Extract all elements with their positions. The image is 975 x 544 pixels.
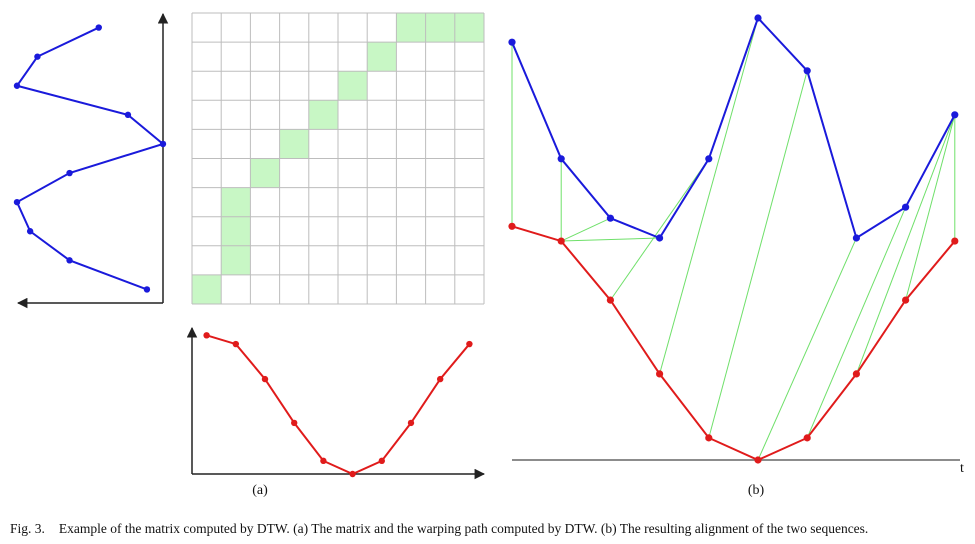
alignment-link xyxy=(806,207,907,439)
warping-path-cell xyxy=(250,158,280,188)
warping-path-cell xyxy=(221,187,251,217)
red-sequence-point xyxy=(261,375,269,383)
red-sequence-point xyxy=(378,457,385,465)
red-sequence-point xyxy=(407,419,415,427)
red-sequence-point xyxy=(951,237,959,245)
subfigure-label-a: (a) xyxy=(252,483,268,498)
alignment-link xyxy=(905,114,956,301)
alignment-link xyxy=(659,17,759,375)
warping-path-cell xyxy=(338,71,368,101)
blue-sequence-line xyxy=(15,26,166,291)
blue-sequence-point xyxy=(13,198,21,206)
blue-sequence-point xyxy=(143,286,151,293)
red-sequence-point xyxy=(203,332,210,339)
red-sequence-line xyxy=(206,334,471,476)
figure-number: Fig. 3. xyxy=(10,521,45,536)
blue-sequence-point xyxy=(705,155,713,163)
blue-sequence-point xyxy=(902,203,910,211)
warping-path-cell xyxy=(221,216,251,246)
red-sequence-point xyxy=(852,370,861,378)
blue-sequence-point xyxy=(606,214,615,222)
warping-path-cell xyxy=(454,13,484,43)
warping-path-cell xyxy=(396,13,426,43)
blue-sequence-point xyxy=(754,14,762,22)
red-sequence-point xyxy=(349,470,356,478)
blue-sequence-point xyxy=(803,67,811,75)
caption-text: Example of the matrix computed by DTW. (… xyxy=(58,521,869,536)
red-sequence-point xyxy=(606,296,615,304)
red-sequence-point xyxy=(291,419,298,427)
blue-sequence-point xyxy=(852,234,861,242)
blue-sequence-point xyxy=(124,111,132,119)
alignment-link xyxy=(757,237,857,461)
blue-sequence-point xyxy=(66,169,73,177)
warping-path-cell xyxy=(221,245,251,275)
red-sequence-point xyxy=(803,434,811,442)
warping-path-cell xyxy=(279,129,309,159)
red-sequence-point xyxy=(656,370,664,378)
blue-sequence-point xyxy=(508,38,516,46)
alignment-link xyxy=(560,217,611,242)
red-sequence-line xyxy=(511,225,956,462)
red-sequence-point xyxy=(754,456,762,464)
red-sequence-point xyxy=(705,434,713,442)
red-sequence-point xyxy=(232,340,239,348)
red-sequence-point xyxy=(557,237,565,245)
blue-sequence-point xyxy=(34,53,41,60)
warping-path-cell xyxy=(367,42,397,72)
blue-sequence-point xyxy=(66,257,73,264)
red-sequence-point xyxy=(508,222,516,230)
blue-sequence-point xyxy=(95,24,102,31)
blue-sequence-point xyxy=(26,228,34,235)
warping-path-cell xyxy=(192,274,222,304)
vertical-sequence-plot xyxy=(13,12,169,309)
subfigure-label-b: (b) xyxy=(747,483,765,498)
warping-path-cell xyxy=(425,13,455,43)
alignment-link xyxy=(708,70,808,438)
blue-sequence-point xyxy=(557,155,565,163)
blue-sequence-point xyxy=(13,82,21,89)
alignment-link xyxy=(609,158,710,301)
blue-sequence-point xyxy=(159,140,167,148)
alignment-link xyxy=(855,114,956,375)
time-axis-label: t xyxy=(960,461,964,476)
alignment-plot xyxy=(508,14,960,464)
red-sequence-point xyxy=(902,296,910,304)
warping-path-cell xyxy=(308,100,338,130)
red-sequence-point xyxy=(437,375,444,383)
red-sequence-point xyxy=(320,457,327,465)
blue-sequence-point xyxy=(951,111,959,119)
blue-sequence-line xyxy=(511,16,956,240)
dtw-cost-matrix xyxy=(191,12,485,305)
horizontal-sequence-plot xyxy=(186,326,486,480)
figure-caption: Fig. 3. Example of the matrix computed by… xyxy=(10,521,970,537)
alignment-link xyxy=(561,237,660,242)
blue-sequence-point xyxy=(656,234,664,242)
red-sequence-point xyxy=(466,340,473,348)
